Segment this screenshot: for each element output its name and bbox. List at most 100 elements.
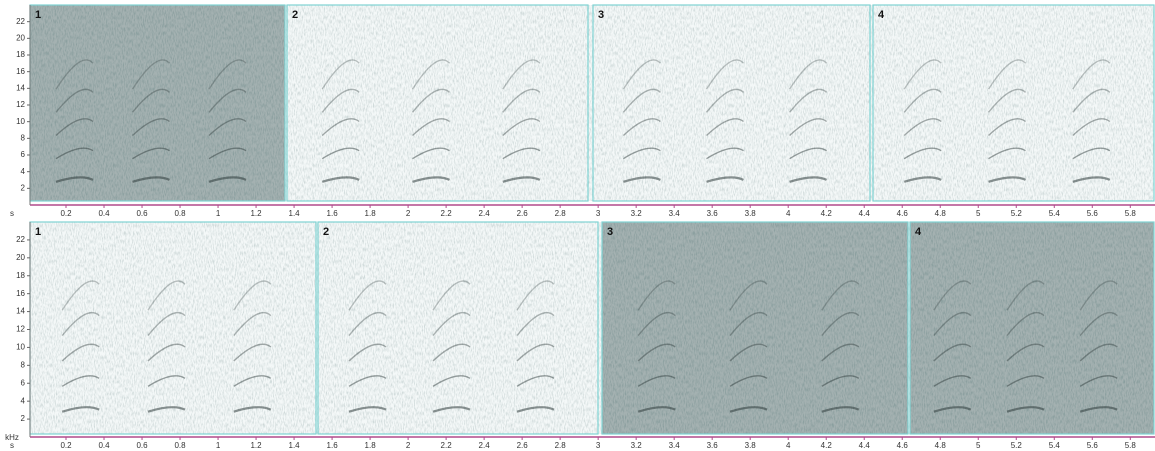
harmonic-trace (1079, 375, 1118, 387)
harmonic-trace (637, 311, 676, 337)
harmonic-trace (1006, 343, 1045, 362)
harmonic-trace (131, 59, 171, 90)
harmonic-trace (147, 406, 186, 413)
harmonic-trace (61, 280, 100, 311)
y-tick-label: 16 (16, 289, 25, 298)
y-tick-label: 8 (21, 133, 26, 142)
segment-label: 4 (915, 226, 922, 238)
harmonic-trace (821, 311, 860, 337)
harmonic-trace (432, 375, 471, 387)
harmonic-trace (132, 118, 170, 137)
x-tick-label: 2.8 (555, 441, 567, 450)
harmonic-trace (412, 118, 450, 137)
segment-box (286, 4, 589, 202)
y-tick-label: 6 (21, 150, 26, 159)
harmonic-trace (1079, 406, 1118, 413)
x-tick-label: 4.2 (821, 209, 833, 218)
dense-noise (910, 222, 1154, 434)
harmonic-trace (729, 375, 768, 387)
segment-box (317, 221, 599, 435)
segment-label: 3 (607, 226, 613, 238)
harmonic-trace (1072, 59, 1111, 90)
x-tick-label: 2.8 (555, 209, 567, 218)
y-tick-label: 18 (16, 50, 25, 59)
harmonic-trace (208, 88, 247, 113)
harmonic-trace (411, 59, 451, 90)
x-tick-label: 4 (786, 441, 791, 450)
x-tick-label: 2 (406, 441, 411, 450)
harmonic-trace (516, 343, 555, 362)
harmonic-trace (432, 311, 471, 337)
harmonic-trace (903, 118, 942, 137)
harmonic-trace (348, 280, 387, 311)
harmonic-trace (208, 176, 247, 183)
harmonic-trace (729, 280, 768, 311)
harmonic-trace (132, 147, 170, 160)
harmonic-trace (61, 406, 100, 413)
x-tick-label: 3.4 (669, 209, 681, 218)
harmonic-trace (637, 406, 676, 413)
x-tick-label: 3 (596, 441, 601, 450)
segment-box (592, 4, 871, 202)
harmonic-trace (55, 147, 94, 160)
y-tick-label: 10 (16, 343, 25, 352)
harmonic-trace (706, 176, 744, 183)
y-tick-label: 16 (16, 67, 25, 76)
harmonic-trace (321, 147, 360, 160)
segment-label: 3 (598, 9, 604, 21)
harmonic-trace (516, 311, 555, 337)
x-tick-label: 0.6 (136, 209, 148, 218)
harmonic-trace (789, 176, 828, 183)
harmonic-trace (988, 118, 1026, 137)
x-tick-label: 1.8 (365, 441, 377, 450)
harmonic-trace (61, 343, 100, 362)
x-tick-label: 3 (596, 209, 601, 218)
harmonic-trace (321, 176, 360, 183)
harmonic-trace (321, 59, 360, 90)
harmonic-trace (821, 343, 860, 362)
harmonic-trace (1079, 343, 1118, 362)
harmonic-trace (933, 280, 972, 311)
x-tick-label: 3.6 (707, 441, 719, 450)
harmonic-trace (987, 59, 1027, 90)
harmonic-trace (147, 375, 186, 387)
harmonic-trace (933, 311, 972, 337)
y-tick-label: 22 (16, 17, 25, 26)
y-tick-label: 4 (21, 167, 26, 176)
x-tick-label: 4.6 (897, 209, 909, 218)
harmonic-trace (637, 375, 676, 387)
harmonic-trace (55, 59, 94, 90)
y-tick-label: 6 (21, 378, 26, 387)
y-tick-label: 10 (16, 117, 25, 126)
harmonic-trace (1006, 375, 1045, 387)
harmonic-trace (933, 406, 972, 413)
segment-box (601, 221, 909, 435)
harmonic-trace (147, 311, 186, 337)
x-tick-label: 0.4 (98, 441, 110, 450)
harmonic-trace (55, 118, 94, 137)
harmonic-trace (933, 375, 972, 387)
dense-noise (602, 222, 908, 434)
y-tick-label: 2 (21, 414, 26, 423)
x-tick-label: 2.6 (517, 441, 529, 450)
harmonic-trace (55, 88, 94, 113)
x-tick-label: 0.2 (60, 441, 72, 450)
x-tick-label: 1.2 (250, 209, 262, 218)
harmonic-trace (233, 406, 272, 413)
x-unit: s (10, 209, 14, 218)
x-tick-label: 0.8 (174, 209, 186, 218)
harmonic-trace (147, 280, 186, 311)
x-tick-label: 2.6 (517, 209, 529, 218)
harmonic-trace (233, 343, 272, 362)
x-tick-label: 0.8 (174, 441, 186, 450)
harmonic-trace (502, 118, 541, 137)
harmonic-trace (903, 176, 942, 183)
harmonic-trace (729, 311, 768, 337)
harmonic-trace (1006, 406, 1045, 413)
x-tick-label: 1.2 (250, 441, 262, 450)
harmonic-trace (1079, 280, 1118, 311)
y-tick-label: 20 (16, 33, 25, 42)
x-tick-label: 3.2 (631, 209, 643, 218)
harmonic-trace (821, 406, 860, 413)
segment-label: 4 (878, 9, 885, 21)
